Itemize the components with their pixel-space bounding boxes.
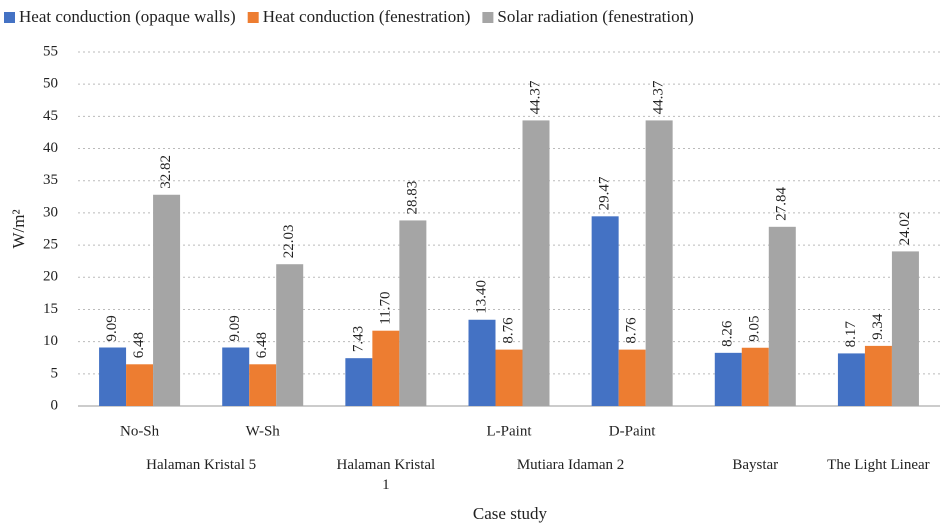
bar [741, 347, 769, 406]
bar [222, 347, 250, 406]
y-tick-label: 35 [43, 172, 58, 188]
value-label: 27.84 [774, 187, 790, 221]
bar [495, 349, 523, 406]
x-tick-label: D-Paint [609, 423, 656, 439]
value-label: 11.70 [377, 291, 393, 324]
value-label: 6.48 [131, 332, 147, 358]
bar [837, 353, 865, 406]
bar [126, 364, 154, 406]
y-tick-label: 40 [43, 140, 58, 156]
y-tick-label: 30 [43, 204, 58, 220]
y-tick-label: 50 [43, 76, 58, 92]
y-tick-label: 0 [51, 397, 59, 413]
group-label: Halaman Kristal 5 [146, 457, 257, 473]
y-axis-title: W/m² [9, 209, 28, 248]
bar [372, 330, 400, 406]
y-tick-label: 25 [43, 237, 58, 253]
legend-label: Heat conduction (opaque walls) [19, 7, 236, 26]
value-label: 28.83 [404, 181, 420, 215]
legend-swatch [4, 12, 15, 23]
bar [276, 264, 304, 406]
bar [468, 319, 496, 406]
value-label: 8.26 [720, 320, 736, 347]
bar [99, 347, 127, 406]
bar [522, 120, 550, 406]
legend-label: Heat conduction (fenestration) [263, 7, 471, 26]
y-tick-label: 10 [43, 333, 58, 349]
bar [591, 216, 619, 406]
legend-swatch [482, 12, 494, 23]
y-tick-label: 5 [51, 365, 59, 381]
value-label: 9.09 [104, 315, 120, 341]
value-label: 9.09 [227, 315, 243, 341]
y-tick-label: 55 [43, 43, 58, 59]
bar [399, 220, 427, 406]
x-tick-label: No-Sh [120, 423, 160, 439]
group-label: Halaman Kristal 1 [336, 457, 436, 493]
value-label: 29.47 [597, 176, 613, 210]
bar [714, 352, 742, 406]
y-tick-label: 15 [43, 301, 58, 317]
value-label: 6.48 [254, 332, 270, 358]
bar [864, 345, 892, 406]
value-label: 7.43 [350, 326, 366, 352]
y-tick-label: 20 [43, 269, 58, 285]
value-label: 8.76 [500, 317, 516, 344]
value-label: 44.37 [651, 80, 667, 114]
y-tick-label: 45 [43, 108, 58, 124]
bar [768, 226, 796, 406]
value-label: 8.76 [624, 317, 640, 344]
bar [618, 349, 646, 406]
value-label: 13.40 [473, 280, 489, 314]
x-axis-title: Case study [473, 504, 548, 523]
value-label: 44.37 [527, 80, 543, 114]
legend-label: Solar radiation (fenestration) [497, 7, 693, 26]
x-tick-label: W-Sh [246, 423, 281, 439]
value-label: 24.02 [897, 212, 913, 246]
group-label: Mutiara Idaman 2 [516, 457, 625, 473]
bar [345, 358, 373, 406]
x-tick-label: L-Paint [487, 423, 533, 439]
value-label: 9.05 [747, 316, 763, 342]
group-label: Baystar [732, 457, 779, 473]
group-label: The Light Linear [827, 457, 930, 473]
bar [153, 194, 181, 406]
bar [249, 364, 277, 406]
value-label: 32.82 [158, 155, 174, 189]
value-label: 22.03 [281, 224, 297, 258]
value-label: 9.34 [870, 313, 886, 340]
bar [891, 251, 919, 406]
value-label: 8.17 [843, 321, 859, 348]
bar [645, 120, 673, 406]
legend-swatch [247, 12, 259, 23]
